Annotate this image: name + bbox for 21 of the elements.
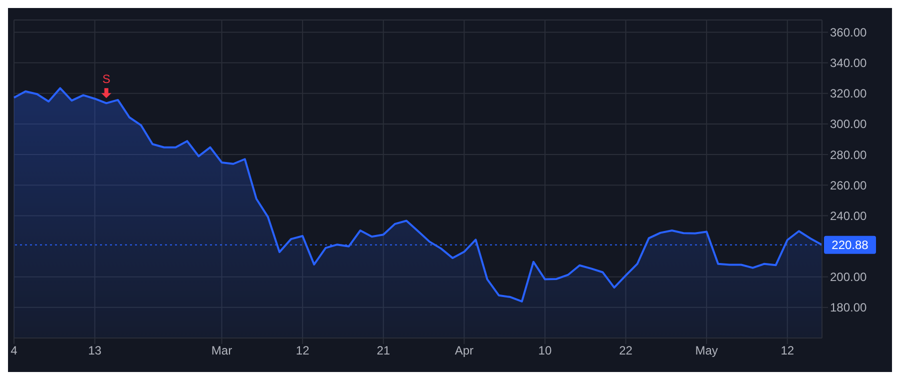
y-tick-label: 240.00 [830, 208, 868, 223]
x-tick-label: 12 [780, 344, 794, 358]
y-tick-label: 340.00 [830, 56, 868, 70]
x-tick-label: May [695, 344, 718, 358]
annotation: S [102, 72, 110, 86]
x-tick-label: Apr [454, 344, 474, 358]
y-tick-label: 260.00 [830, 178, 868, 192]
x-tick-label: 21 [376, 344, 390, 358]
x-tick-label: 10 [538, 344, 552, 358]
y-tick-label: 180.00 [830, 300, 868, 315]
ref-line-label: 220.88 [832, 238, 869, 252]
y-tick-label: 300.00 [830, 117, 868, 132]
y-tick-label: 200.00 [830, 270, 868, 284]
x-tick-label: 12 [296, 344, 310, 358]
x-tick-label: 13 [88, 344, 102, 358]
y-tick-label: 360.00 [830, 25, 868, 40]
x-tick-label: 22 [619, 344, 633, 358]
x-tick-label: 4 [10, 344, 18, 358]
y-tick-label: 280.00 [830, 148, 868, 162]
x-tick-label: Mar [211, 344, 232, 358]
y-tick-label: 320.00 [830, 86, 868, 101]
